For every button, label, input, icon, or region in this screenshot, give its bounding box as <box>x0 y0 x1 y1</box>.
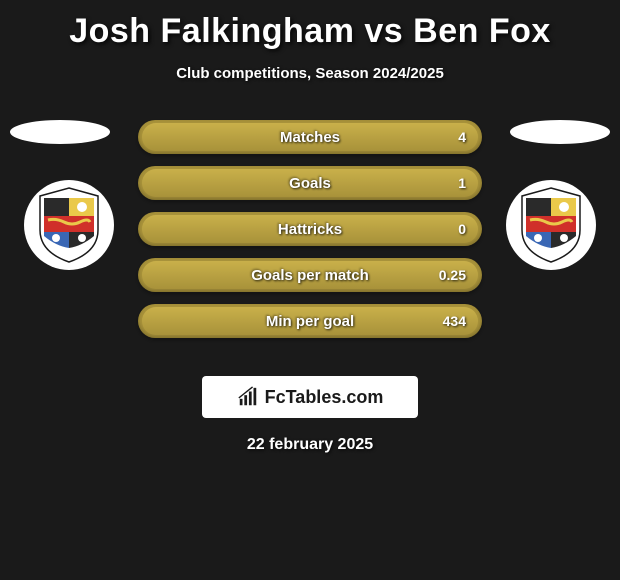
team-badge-left <box>24 180 114 270</box>
stat-bar: Hattricks 0 <box>138 212 482 246</box>
chart-icon <box>237 386 259 408</box>
stat-label: Min per goal <box>138 304 482 338</box>
stat-label: Hattricks <box>138 212 482 246</box>
team-badge-right <box>506 180 596 270</box>
stat-value: 4 <box>458 120 466 154</box>
stat-bar: Goals 1 <box>138 166 482 200</box>
shield-icon <box>518 186 584 264</box>
subtitle: Club competitions, Season 2024/2025 <box>0 65 620 82</box>
date-text: 22 february 2025 <box>0 436 620 454</box>
stat-bar: Min per goal 434 <box>138 304 482 338</box>
source-logo: FcTables.com <box>202 376 418 418</box>
stat-value: 0 <box>458 212 466 246</box>
stat-bars: Matches 4 Goals 1 Hattricks 0 Goals per … <box>138 120 482 350</box>
comparison-area: Matches 4 Goals 1 Hattricks 0 Goals per … <box>0 120 620 360</box>
flag-right <box>510 120 610 144</box>
stat-label: Matches <box>138 120 482 154</box>
flag-left <box>10 120 110 144</box>
stat-bar: Matches 4 <box>138 120 482 154</box>
shield-icon <box>36 186 102 264</box>
logo-text: FcTables.com <box>265 387 384 408</box>
stat-value: 434 <box>443 304 466 338</box>
page-title: Josh Falkingham vs Ben Fox <box>0 0 620 51</box>
stat-value: 0.25 <box>439 258 466 292</box>
stat-label: Goals <box>138 166 482 200</box>
stat-value: 1 <box>458 166 466 200</box>
stat-bar: Goals per match 0.25 <box>138 258 482 292</box>
stat-label: Goals per match <box>138 258 482 292</box>
